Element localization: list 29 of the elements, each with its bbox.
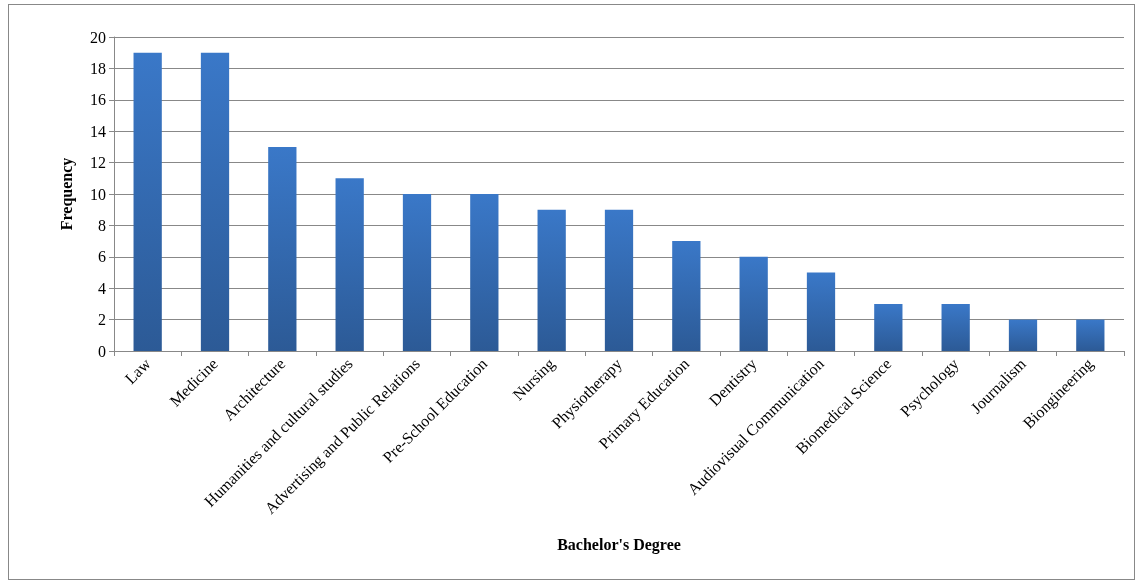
y-axis-title: Frequency: [57, 157, 76, 231]
bar: [806, 272, 836, 351]
bar: [335, 178, 364, 351]
bar: [874, 303, 903, 351]
bar: [604, 209, 634, 351]
bar: [1076, 319, 1105, 351]
bar: [133, 52, 162, 351]
bar: [1008, 319, 1038, 351]
bar: [739, 256, 768, 351]
y-tick-label: 16: [90, 91, 106, 109]
y-tick-label: 4: [98, 279, 106, 297]
bar: [470, 194, 499, 351]
bar: [200, 52, 230, 351]
bar: [537, 209, 566, 351]
y-tick-label: 10: [90, 185, 106, 203]
y-tick-label: 8: [98, 216, 106, 234]
bar: [402, 194, 432, 351]
y-tick-label: 18: [90, 59, 106, 77]
y-tick-label: 20: [90, 28, 106, 46]
y-tick-label: 0: [98, 342, 106, 360]
y-tick-label: 14: [90, 122, 106, 140]
y-tick-label: 12: [90, 154, 106, 172]
bar: [672, 241, 701, 351]
y-tick-label: 6: [98, 248, 106, 266]
bar: [268, 146, 297, 351]
x-axis-title: Bachelor's Degree: [557, 535, 681, 554]
y-tick-label: 2: [98, 311, 106, 329]
x-tick-label: Law: [121, 354, 154, 388]
bar: [941, 303, 970, 351]
